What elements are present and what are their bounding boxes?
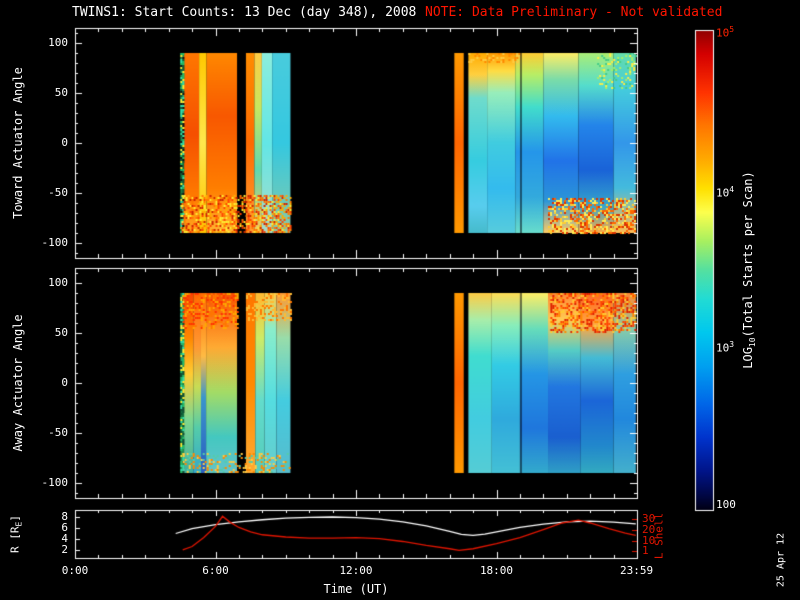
away-axis-label: Away Actuator Angle [11, 314, 25, 452]
r-axis-label-pre: R [R [8, 526, 22, 553]
x-axis-label: Time (UT) [323, 582, 389, 596]
l-tick-label: 20 [642, 522, 656, 536]
toward-axis-label: Toward Actuator Angle [11, 67, 25, 219]
colorbar-tick-label: 104 [716, 184, 735, 200]
r-tick-label: 6 [61, 521, 68, 534]
r-axis-label-sub: E [14, 521, 24, 527]
x-tick-label: 18:00 [479, 564, 514, 577]
r-tick-label: 8 [61, 510, 68, 523]
r-axis-label: R [RE] [8, 515, 23, 553]
l-tick-label: 1 [642, 544, 649, 557]
colorbar-label-sub: 10 [748, 337, 758, 348]
colorbar-tick-label: 100 [716, 498, 736, 512]
y-tick-label-panel2: -100 [41, 476, 69, 489]
colorbar-tick-label: 103 [716, 339, 735, 355]
l-tick-label: 30 [642, 511, 656, 525]
x-tick-label: 6:00 [202, 564, 229, 577]
y-tick-label-panel2: 100 [48, 276, 68, 289]
colorbar-label: LOG10(Total Starts per Scan) [741, 171, 757, 369]
r-tick-label: 2 [61, 543, 68, 556]
plot-title: TWINS1: Start Counts: 13 Dec (day 348), … [72, 5, 417, 20]
y-tick-label-panel1: -50 [48, 186, 68, 199]
x-tick-label: 23:59 [620, 564, 654, 577]
y-tick-label-panel1: 0 [61, 136, 68, 149]
y-tick-label-panel2: 50 [54, 326, 68, 339]
colorbar-label-post: (Total Starts per Scan) [740, 171, 755, 338]
r-tick-label: 4 [61, 532, 68, 545]
y-tick-label-panel1: -100 [41, 236, 69, 249]
y-tick-label-panel2: 0 [61, 376, 68, 389]
l-tick-label: 10 [642, 533, 656, 547]
y-tick-label-panel1: 50 [54, 86, 68, 99]
r-axis-label-post: ] [8, 515, 22, 522]
colorbar-tick-label: 105 [716, 25, 735, 40]
colorbar-label-pre: LOG [740, 347, 755, 369]
x-tick-label: 0:00 [61, 564, 89, 577]
x-tick-label: 12:00 [339, 564, 373, 577]
validation-note: NOTE: Data Preliminary - Not validated [425, 5, 723, 20]
y-tick-label-panel2: -50 [48, 426, 68, 439]
date-stamp: 25 Apr 12 [775, 532, 787, 588]
y-tick-label-panel1: 100 [48, 36, 68, 49]
